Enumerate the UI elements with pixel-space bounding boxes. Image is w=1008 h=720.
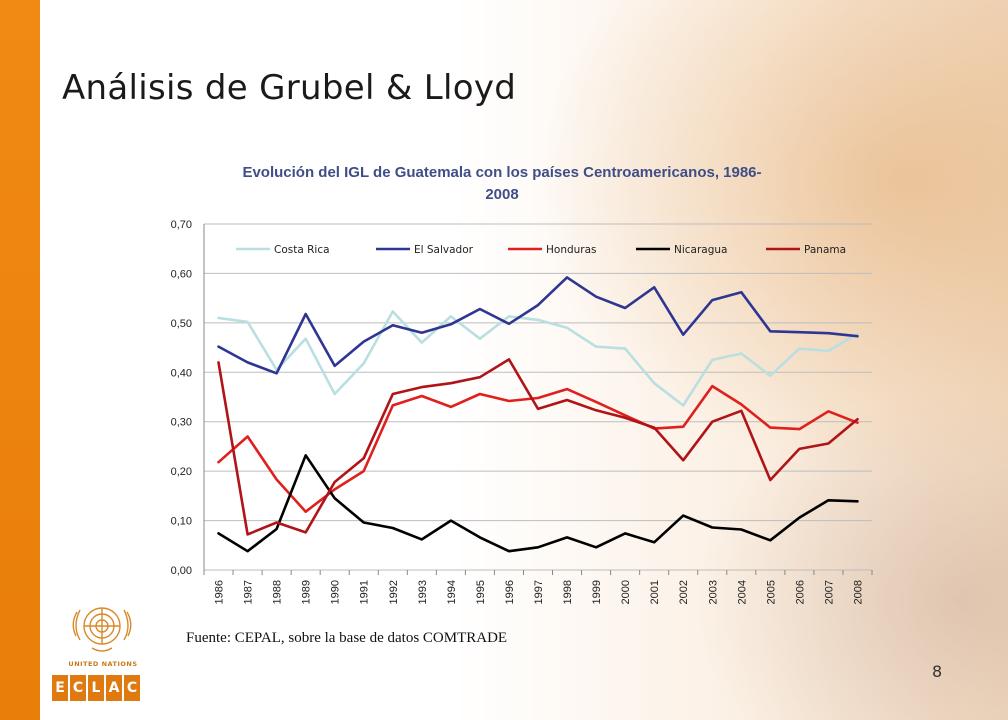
accent-bar xyxy=(0,0,40,720)
x-tick-label: 1999 xyxy=(591,580,603,604)
x-tick-label: 2006 xyxy=(794,580,806,604)
eclac-letter: L xyxy=(88,675,104,701)
x-tick-label: 2007 xyxy=(823,580,835,604)
x-tick-label: 1988 xyxy=(272,580,284,604)
eclac-letter: E xyxy=(52,675,68,701)
legend-label: Honduras xyxy=(546,244,597,256)
y-tick-label: 0,30 xyxy=(171,417,192,429)
series-line xyxy=(217,384,859,514)
legend-label: Panama xyxy=(804,244,846,256)
series-line xyxy=(217,358,859,536)
x-tick-label: 1998 xyxy=(562,580,574,604)
y-tick-label: 0,10 xyxy=(171,516,192,528)
un-emblem-icon xyxy=(72,607,132,652)
legend-label: Nicaragua xyxy=(674,244,727,256)
y-axis: 0,00 0,10 0,20 0,30 0,40 0,50 0,60 0,70 xyxy=(171,219,205,577)
x-tick-label: 1997 xyxy=(533,580,545,604)
legend-label: El Salvador xyxy=(414,244,474,256)
y-tick-label: 0,50 xyxy=(171,318,192,330)
x-tick-label: 1986 xyxy=(214,580,226,604)
legend-label: Costa Rica xyxy=(274,244,330,256)
x-tick-label: 1994 xyxy=(446,580,458,604)
y-tick-label: 0,60 xyxy=(171,268,192,280)
page-title: Análisis de Grubel & Lloyd xyxy=(62,68,517,108)
x-tick-label: 1993 xyxy=(417,580,429,604)
y-tick-label: 0,70 xyxy=(171,219,192,231)
x-tick-label: 2002 xyxy=(678,580,690,604)
eclac-letter: A xyxy=(106,675,122,701)
chart-title-line: 2008 xyxy=(485,186,518,203)
x-tick-label: 1987 xyxy=(243,580,255,604)
x-tick-label: 2003 xyxy=(707,580,719,604)
eclac-letter: C xyxy=(70,675,86,701)
series-line xyxy=(217,310,859,407)
x-tick-label: 1996 xyxy=(504,580,516,604)
x-tick-label: 2005 xyxy=(765,580,777,604)
x-tick-label: 1989 xyxy=(301,580,313,604)
y-tick-label: 0,40 xyxy=(171,367,192,379)
chart-series xyxy=(217,276,859,553)
x-axis: 1986 1987 1988 1989 1990 1991 1992 1993 1994 1995… xyxy=(203,570,873,604)
eclac-logo: E C L A C xyxy=(52,675,140,701)
series-line xyxy=(217,276,859,375)
eclac-letter: C xyxy=(124,675,140,701)
page-number: 8 xyxy=(932,662,943,681)
x-tick-label: 2000 xyxy=(620,580,632,604)
x-tick-label: 1990 xyxy=(330,580,342,604)
x-tick-label: 1992 xyxy=(388,580,400,604)
chart-legend: Costa Rica El Salvador Honduras Nicaragua Pa… xyxy=(236,244,846,256)
chart-title-line: Evolución del IGL de Guatemala con los p… xyxy=(242,164,761,181)
x-tick-label: 1991 xyxy=(359,580,371,604)
y-tick-label: 0,20 xyxy=(171,466,192,478)
x-tick-label: 2008 xyxy=(852,580,864,604)
x-tick-label: 2004 xyxy=(736,580,748,604)
y-tick-label: 0,00 xyxy=(171,565,192,577)
source-note: Fuente: CEPAL, sobre la base de datos CO… xyxy=(186,630,508,646)
chart-title: Evolución del IGL de Guatemala con los p… xyxy=(242,164,761,203)
x-tick-label: 2001 xyxy=(649,580,661,604)
x-tick-label: 1995 xyxy=(475,580,487,604)
un-logo-label: UNITED NATIONS xyxy=(68,660,138,668)
series-line xyxy=(217,453,859,553)
